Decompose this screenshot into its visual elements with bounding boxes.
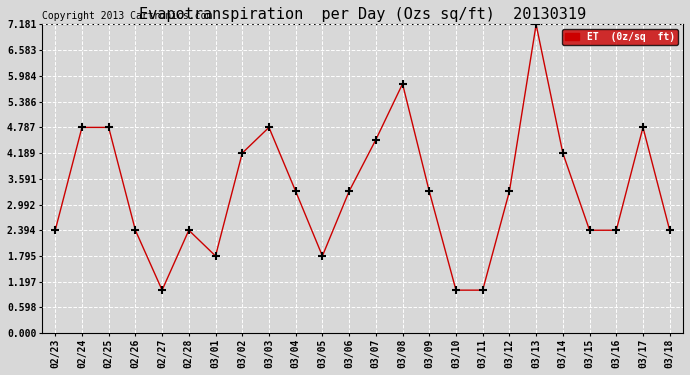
Text: Copyright 2013 Cartronics.com: Copyright 2013 Cartronics.com (42, 11, 213, 21)
Title: Evapotranspiration  per Day (Ozs sq/ft)  20130319: Evapotranspiration per Day (Ozs sq/ft) 2… (139, 7, 586, 22)
Legend: ET  (0z/sq  ft): ET (0z/sq ft) (562, 29, 678, 45)
